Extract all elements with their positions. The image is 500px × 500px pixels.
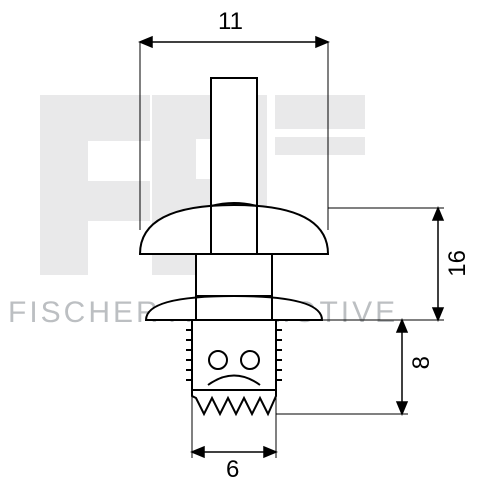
arrowhead <box>397 320 407 332</box>
stem-upper <box>196 254 272 296</box>
arrowhead <box>433 208 443 220</box>
head-dome <box>140 205 328 254</box>
arrowhead <box>433 308 443 320</box>
dim-label-bottom: 6 <box>226 456 239 484</box>
arrowhead <box>264 447 276 457</box>
arrowhead <box>397 402 407 414</box>
dim-label-top: 11 <box>218 8 243 36</box>
canvas: FISCHER AUTOMOTIVE <box>0 0 500 500</box>
drawing-svg <box>0 0 500 500</box>
dim-label-right-short: 8 <box>408 356 436 369</box>
plug-body <box>192 320 276 390</box>
dim-label-right-tall: 16 <box>444 250 472 277</box>
arrowhead <box>192 447 204 457</box>
fastener-outline <box>140 78 328 414</box>
flange <box>146 296 322 320</box>
pin-shaft <box>211 78 257 206</box>
arrowhead <box>140 37 152 47</box>
plug-serration <box>192 390 276 414</box>
arrowhead <box>316 37 328 47</box>
